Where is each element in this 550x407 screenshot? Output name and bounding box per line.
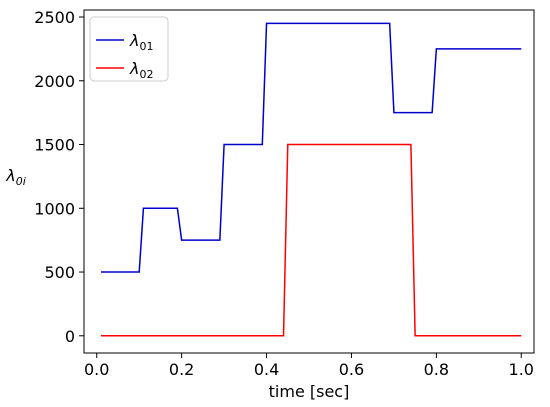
x-axis-label: time [sec] [269,382,350,401]
y-tick-label: 0 [65,327,75,346]
y-tick-label: 500 [44,263,75,282]
x-tick-label: 0.2 [169,360,194,379]
x-axis-ticks: 0.0 0.2 0.4 0.6 0.8 1.0 [84,353,534,379]
y-tick-label: 2000 [34,72,75,91]
y-axis-label: λ0i [5,166,26,188]
y-axis-ticks: 0 500 1000 1500 2000 2500 [34,8,84,346]
y-tick-label: 1500 [34,136,75,155]
y-axis-label-main: λ [5,166,15,185]
x-tick-label: 0.6 [339,360,364,379]
x-tick-label: 0.4 [254,360,279,379]
legend-label-01: λ01 [129,31,153,53]
plot-frame [83,9,535,354]
series-line-01 [100,22,522,273]
legend-box [89,16,169,82]
x-tick-label: 1.0 [509,360,534,379]
y-tick-label: 1000 [34,199,75,218]
x-tick-label: 0.8 [424,360,449,379]
y-tick-label: 2500 [34,8,75,27]
legend-label-02: λ02 [129,59,153,81]
x-tick-label: 0.0 [84,360,109,379]
y-axis-label-sub: 0i [16,175,26,188]
series-line-02 [100,143,522,337]
plot-area [100,22,522,337]
